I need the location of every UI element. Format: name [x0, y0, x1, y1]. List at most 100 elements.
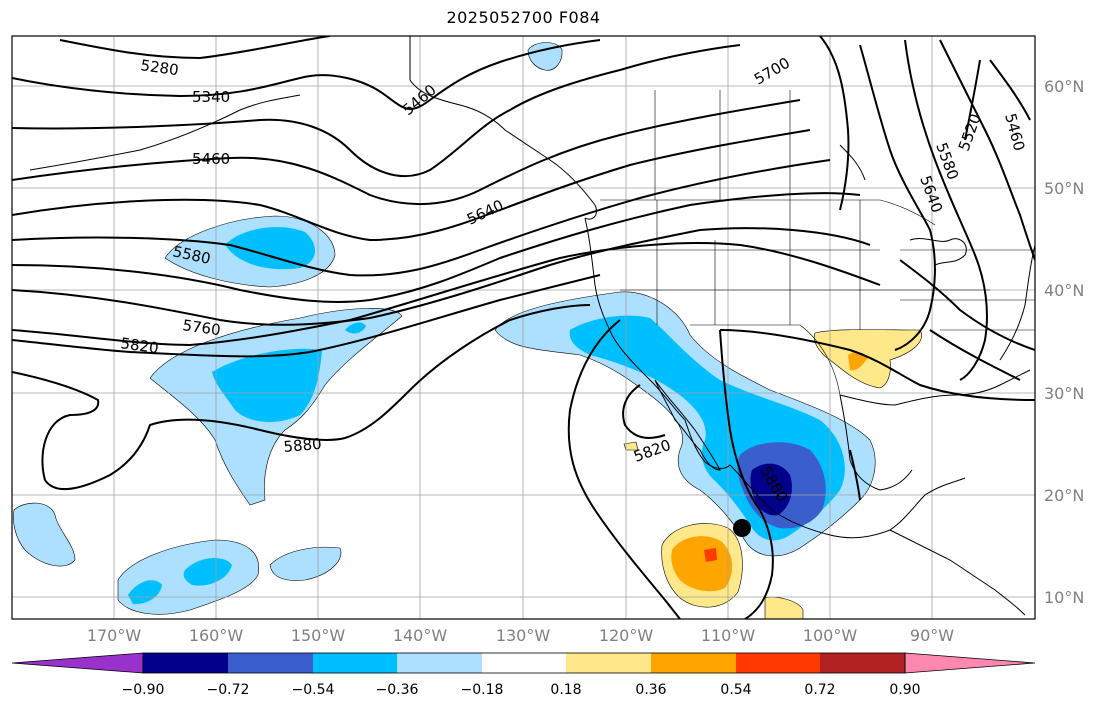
contour-5520 [964, 59, 981, 141]
colorbar-extend-high [904, 652, 1036, 674]
east-states [900, 249, 1035, 331]
shade-blue-small [345, 322, 366, 334]
colorbar-tick-label: −0.18 [460, 682, 504, 698]
lon-label: 90°W [909, 626, 955, 645]
colorbar-bin [482, 653, 566, 673]
contour-5820-mex [622, 384, 666, 439]
colorbar-frame [142, 652, 906, 674]
shade-light-blue-trop2 [269, 546, 342, 581]
contour-east-7 [929, 329, 1021, 381]
shade-blue-trop1 [183, 558, 232, 586]
colorbar-tick-label: −0.36 [375, 682, 419, 698]
colorbar-tick-label: −0.54 [291, 682, 335, 698]
us-canada-border [600, 199, 936, 226]
colorbar-bin [651, 653, 736, 673]
gulf-coast [839, 369, 1031, 406]
lat-label: 40°N [1044, 281, 1085, 300]
contour-east-1 [859, 44, 936, 351]
lon-label: 130°W [495, 626, 551, 645]
central-america [889, 529, 1026, 616]
shade-orange-trop [671, 536, 733, 592]
contour-east-3 [939, 39, 1035, 261]
colorbar-tick-label: 0.36 [635, 682, 667, 698]
contour-label: 5700 [751, 54, 793, 89]
height-contours [12, 36, 1035, 619]
colorbar-bin [736, 653, 820, 673]
colorbar-bin [566, 653, 651, 673]
contour-east-4 [989, 59, 1031, 121]
us-mexico-border [690, 324, 841, 396]
shade-orange-texas [848, 352, 868, 371]
shade-blue-pacific [212, 348, 322, 422]
contour-label: 5820 [631, 436, 673, 466]
colorbar-tick-label: 0.90 [889, 682, 921, 698]
lon-label: 170°W [86, 626, 142, 645]
shade-blue-nw [225, 227, 316, 270]
lon-label: 150°W [290, 626, 346, 645]
contour-5340 [12, 39, 601, 110]
contour-5460 [12, 99, 801, 205]
lon-label: 160°W [188, 626, 244, 645]
colorbar-bin [397, 653, 482, 673]
lat-label: 30°N [1044, 384, 1085, 403]
contour-5640 [12, 192, 861, 303]
shade-red-trop [704, 548, 717, 562]
contour-5880-b [849, 449, 861, 501]
colorbar-tick-label: 0.72 [804, 682, 836, 698]
west-coast-us [584, 217, 731, 469]
contour-label: 5340 [192, 88, 230, 106]
colorbar-bin [143, 653, 228, 673]
lat-label: 10°N [1044, 588, 1085, 607]
map-title: 2025052700 F084 [446, 8, 601, 27]
colorbar-bin [313, 653, 397, 673]
shade-light-blue-west [13, 502, 76, 567]
colorbar-extend-low [11, 652, 144, 674]
colorbar-tick-label: 0.18 [550, 682, 582, 698]
contour-label: 5460 [192, 150, 230, 168]
shade-yellow-south [764, 596, 804, 619]
lon-label: 110°W [700, 626, 756, 645]
shade-light-blue-alaska [527, 42, 563, 71]
lat-label: 20°N [1044, 486, 1085, 505]
great-lakes [909, 238, 967, 266]
colorbar-tick-label: −0.72 [206, 682, 250, 698]
colorbar [11, 652, 1036, 674]
contour-5280 [59, 36, 331, 60]
contour-5400 [12, 44, 741, 178]
east-coast-us [999, 244, 1035, 361]
mexico-coast [729, 464, 966, 539]
political-borders [600, 90, 1035, 396]
map-frame [11, 35, 1036, 620]
contour-south-loop [567, 319, 681, 619]
shade-yellow-spot [623, 441, 639, 451]
alaska-coast [409, 36, 598, 220]
contour-mex-inner [719, 329, 774, 619]
contour-5820 [12, 274, 601, 358]
contour-label: 5460 [1001, 111, 1028, 153]
aleutians [29, 94, 301, 171]
hudson-region [839, 144, 866, 181]
colorbar-tick-label: 0.54 [720, 682, 752, 698]
contour-5520 [12, 129, 811, 242]
contour-east-2 [904, 39, 988, 381]
contour-label: 5880 [283, 435, 323, 456]
colorbar-bin [228, 653, 313, 673]
colorbar-tick-label: −0.90 [121, 682, 165, 698]
contour-5700 [12, 227, 871, 326]
shade-navy-mexico [750, 463, 792, 516]
baja-peninsula [654, 379, 721, 471]
shade-yellow-texas [813, 329, 922, 389]
lon-label: 120°W [598, 626, 654, 645]
anomaly-shading [13, 42, 922, 619]
contour-5580 [12, 159, 831, 277]
contour-label: 5760 [181, 316, 221, 339]
mexico-east-coast [839, 394, 913, 491]
lon-label: 100°W [802, 626, 858, 645]
contour-5880-a [12, 304, 591, 491]
contour-label: 5460 [399, 81, 440, 119]
lon-label: 140°W [392, 626, 448, 645]
contour-label: 5520 [955, 111, 985, 153]
contour-5760 [12, 242, 881, 347]
contour-east-5 [819, 36, 850, 211]
